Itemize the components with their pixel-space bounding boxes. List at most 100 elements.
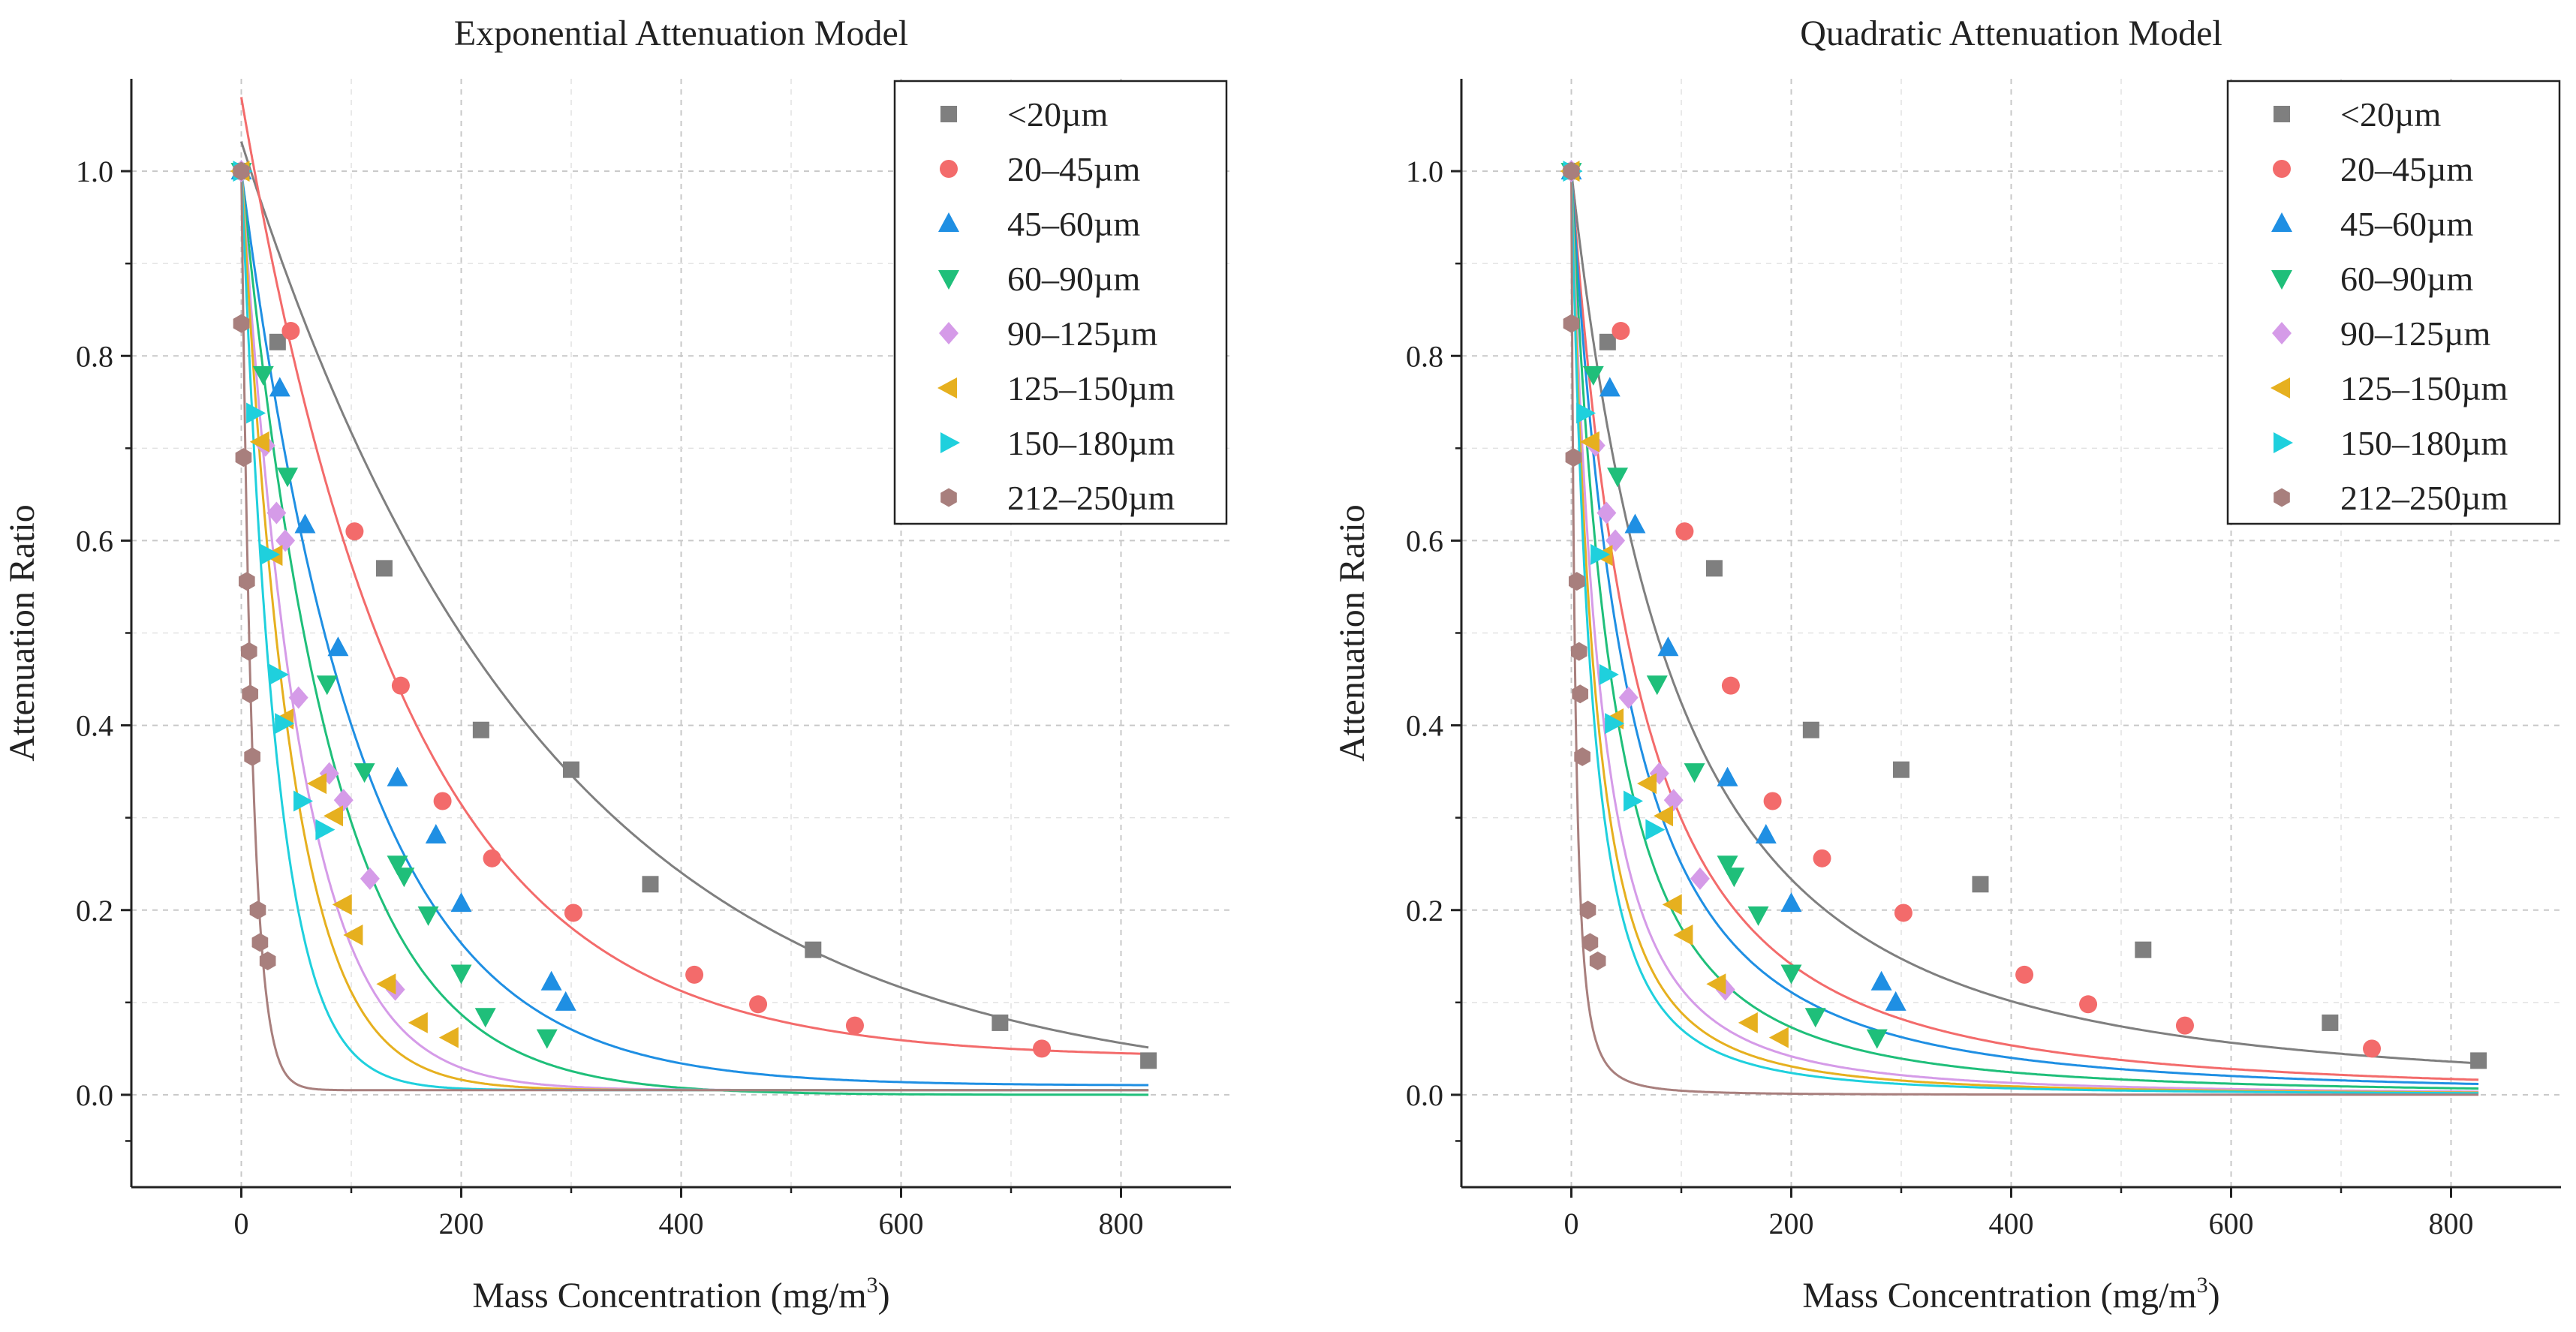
x-tick-label: 600 <box>879 1207 924 1240</box>
data-point-lt20um <box>1140 1052 1157 1069</box>
data-point-125-150um <box>343 924 363 946</box>
data-point-20-45um <box>483 849 501 867</box>
fit-curve-45-60um <box>240 170 1149 1087</box>
legend-label-90-125um: 90–125µm <box>1007 314 1158 353</box>
data-point-lt20um <box>269 333 286 350</box>
y-tick-label: 0.0 <box>76 1078 113 1112</box>
y-ticks: 0.0 0.2 0.4 0.6 0.8 1.0 <box>76 155 131 1142</box>
fit-curve-20-45um <box>240 96 1149 1055</box>
data-point-lt20um <box>375 560 393 577</box>
legend-marker-20-45um <box>940 160 958 178</box>
y-tick-label: 0.8 <box>1406 339 1443 373</box>
legend-marker-20-45um <box>2273 160 2291 178</box>
x-axis-label-end: ) <box>2208 1276 2220 1315</box>
data-point-150-180um <box>246 402 266 424</box>
data-point-212-250um <box>259 951 276 970</box>
data-point-125-150um <box>1654 805 1674 827</box>
data-point-125-150um <box>408 1012 428 1033</box>
legend: <20µm 20–45µm 45–60µm 60–90µm 90–125µm 125–15… <box>893 80 1228 525</box>
legend-label-45-60um: 45–60µm <box>2340 205 2474 243</box>
data-point-45-60um <box>327 636 349 657</box>
x-tick-label: 800 <box>2429 1207 2474 1240</box>
data-point-212-250um <box>244 747 260 766</box>
data-point-20-45um <box>2363 1039 2382 1058</box>
data-point-lt20um <box>472 721 489 738</box>
data-point-45-60um <box>1870 970 1892 991</box>
legend-marker-150-180um <box>940 432 960 453</box>
data-point-60-90um <box>1646 675 1668 696</box>
data-point-20-45um <box>1033 1039 1052 1058</box>
data-point-150-180um <box>260 543 281 565</box>
data-point-45-60um <box>425 824 447 844</box>
legend-marker-60-90um <box>2271 270 2292 290</box>
data-point-212-250um <box>238 572 255 591</box>
data-point-150-180um <box>269 663 289 685</box>
legend-marker-45-60um <box>938 212 959 232</box>
data-point-60-90um <box>417 906 439 926</box>
fit-curve-45-60um <box>1570 171 2479 1085</box>
x-ticks: 0 200 400 600 800 <box>1564 1187 2474 1240</box>
data-point-45-60um <box>387 766 408 786</box>
data-point-45-60um <box>269 377 290 397</box>
data-point-20-45um <box>1721 676 1740 695</box>
data-point-150-180um <box>1590 543 1611 565</box>
data-point-lt20um <box>1802 721 1819 738</box>
data-point-150-180um <box>1576 402 1596 424</box>
data-point-20-45um <box>845 1016 864 1035</box>
x-axis-label-superscript: 3 <box>2197 1273 2208 1297</box>
legend-marker-60-90um <box>938 270 959 290</box>
fit-curve-60-90um <box>240 170 1149 1096</box>
panel-exponential-model: 0 200 400 600 800 0.0 0.2 0.4 0.6 0.8 1.0 Exponenti… <box>2 14 1231 1315</box>
data-point-60-90um <box>1607 468 1629 488</box>
data-point-60-90um <box>1684 763 1705 783</box>
x-tick-label: 0 <box>1564 1207 1579 1240</box>
data-point-212-250um <box>1563 161 1580 181</box>
data-point-125-150um <box>1579 431 1599 453</box>
y-tick-label: 0.6 <box>76 524 113 558</box>
data-point-125-150um <box>1768 1027 1789 1048</box>
x-ticks: 0 200 400 600 800 <box>234 1187 1144 1240</box>
data-point-150-180um <box>1599 663 1619 685</box>
data-point-125-150um <box>438 1027 459 1048</box>
legend-label-60-90um: 60–90µm <box>1007 260 1141 298</box>
fit-curve-212-250um <box>240 166 1149 1092</box>
legend-label-45-60um: 45–60µm <box>1007 205 1141 243</box>
legend-label-125-150um: 125–150µm <box>1007 369 1175 407</box>
legend-marker-90-125um <box>2272 322 2292 344</box>
data-point-90-125um <box>1690 867 1710 890</box>
x-axis-label: Mass Concentration (mg/m3) <box>472 1273 889 1315</box>
data-point-45-60um <box>1780 892 1802 913</box>
fit-curve-150-180um <box>1570 171 2479 1095</box>
x-tick-label: 400 <box>1989 1207 2034 1240</box>
legend-label-60-90um: 60–90µm <box>2340 260 2474 298</box>
data-point-212-250um <box>1565 448 1582 468</box>
data-points <box>1560 160 2487 1069</box>
data-point-125-150um <box>1673 924 1693 946</box>
data-point-20-45um <box>433 792 452 810</box>
data-point-lt20um <box>642 876 659 893</box>
y-tick-label: 0.4 <box>76 709 113 743</box>
data-point-60-90um <box>354 763 375 783</box>
data-point-212-250um <box>1568 572 1585 591</box>
data-point-20-45um <box>2079 995 2098 1014</box>
x-tick-label: 600 <box>2209 1207 2254 1240</box>
x-tick-label: 200 <box>1769 1207 1814 1240</box>
legend-label-20-45um: 20–45µm <box>2340 150 2474 188</box>
data-point-45-60um <box>540 970 562 991</box>
legend-label-212-250um: 212–250µm <box>1007 479 1175 517</box>
data-point-lt20um <box>1972 876 1989 893</box>
legend-marker-lt20um <box>2274 106 2290 122</box>
data-point-125-150um <box>376 973 396 995</box>
data-point-45-60um <box>1717 766 1738 786</box>
data-point-45-60um <box>450 892 472 913</box>
legend-box <box>2226 80 2561 525</box>
data-point-150-180um <box>1624 790 1644 812</box>
data-point-150-180um <box>293 790 314 812</box>
data-point-60-90um <box>536 1029 558 1049</box>
data-point-125-150um <box>249 431 269 453</box>
data-point-125-150um <box>1662 894 1682 916</box>
fit-curve-lt20um <box>1570 170 2479 1065</box>
data-point-90-125um <box>1663 789 1684 812</box>
data-point-90-125um <box>288 686 308 709</box>
data-point-212-250um <box>1570 642 1587 661</box>
